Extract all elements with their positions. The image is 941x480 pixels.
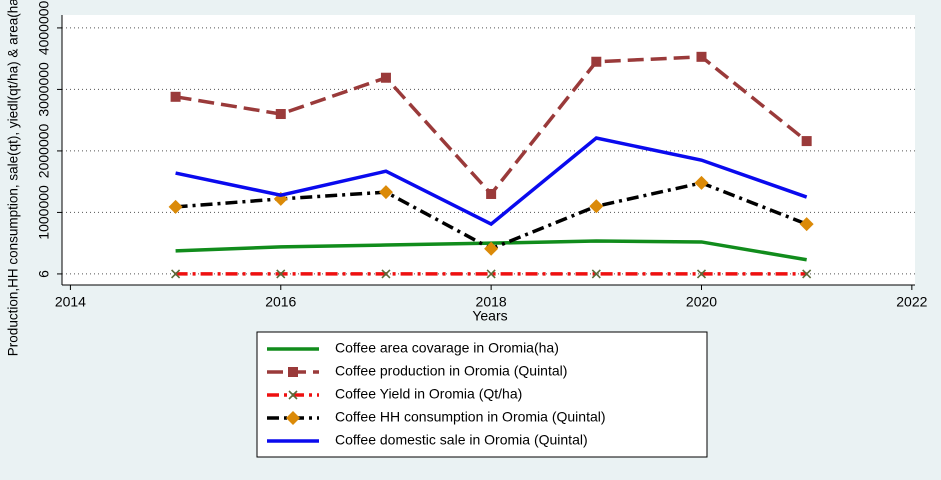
y-tick-label: 4000000 [36,0,52,55]
data-point [801,136,812,147]
legend-marker [288,390,298,400]
y-tick-label: 6 [36,270,52,278]
x-tick-label: 2022 [896,294,927,310]
data-point [378,185,393,200]
data-point [168,199,183,214]
data-point [171,269,181,279]
data-point [591,56,602,67]
legend-label: Coffee HH consumption in Oromia (Quintal… [335,409,606,425]
x-tick-label: 2020 [686,294,717,310]
data-point [275,109,286,120]
series-line [175,136,808,227]
y-tick-label: 3000000 [36,62,52,117]
legend-label: Coffee domestic sale in Oromia (Quintal) [335,432,588,448]
x-axis-label: Years [472,308,507,324]
data-point [486,188,497,199]
data-point [276,269,286,279]
x-tick-label: 2018 [476,294,507,310]
data-point [589,199,604,214]
plot-area [62,15,915,285]
data-point [380,72,391,83]
data-point [484,241,499,256]
data-point [591,269,601,279]
y-axis-label: Production,HH consumption, sale(qt), yie… [6,0,21,356]
legend [256,331,708,458]
legend-label: Coffee area covarage in Oromia(ha) [335,340,559,356]
legend-label: Coffee Yield in Oromia (Qt/ha) [335,386,522,402]
legend-label: Coffee production in Oromia (Quintal) [335,363,567,379]
data-point [696,269,707,279]
data-point [486,269,496,279]
data-point [170,91,181,102]
legend-marker [286,411,300,425]
y-tick-label: 1000000 [36,185,52,240]
data-point [802,269,812,279]
data-point [694,175,709,190]
data-point [696,51,707,62]
x-tick-label: 2016 [265,294,296,310]
data-point [381,269,391,279]
y-tick-label: 2000000 [36,123,52,178]
data-point [799,217,814,232]
x-tick-label: 2014 [55,294,86,310]
legend-marker [288,367,298,377]
